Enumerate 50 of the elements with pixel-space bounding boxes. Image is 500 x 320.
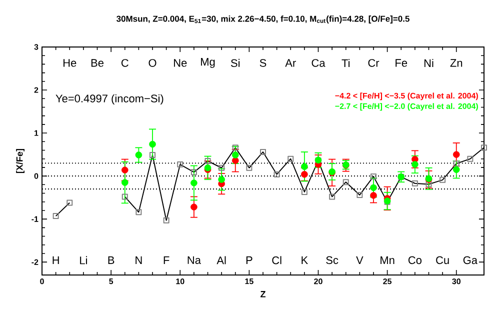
annotation: P bbox=[246, 256, 252, 264]
annotation: Na bbox=[188, 256, 201, 264]
annotation: Sc bbox=[326, 256, 338, 264]
annotation: Be bbox=[91, 59, 104, 67]
y-tick-label: -1 bbox=[32, 216, 38, 222]
annotation: C bbox=[121, 59, 128, 67]
annotation: H bbox=[52, 256, 59, 264]
annotation: Al bbox=[216, 256, 226, 264]
x-tick-label: 5 bbox=[109, 278, 114, 284]
annotation: O bbox=[148, 59, 156, 67]
annotation: V bbox=[356, 256, 364, 264]
x-tick-label: 10 bbox=[176, 278, 184, 284]
annotation: Ti bbox=[342, 58, 350, 67]
x-tick-label: 15 bbox=[245, 278, 254, 284]
x-tick-label: 25 bbox=[383, 278, 392, 284]
annotation: He bbox=[64, 59, 76, 67]
x-axis-title: Z bbox=[260, 291, 266, 298]
annotation: Ye=0.4997 (incom−Si) bbox=[56, 94, 164, 105]
annotation: Ga bbox=[463, 256, 478, 264]
annotation: Mn bbox=[380, 256, 394, 264]
annotation: F bbox=[164, 256, 170, 264]
annotation: Li bbox=[80, 256, 87, 264]
annotation: B bbox=[108, 256, 114, 264]
annotation: Mg bbox=[201, 58, 215, 68]
x-tick-label: 20 bbox=[314, 278, 322, 284]
annotation: Cl bbox=[272, 256, 282, 264]
text: −2.7 < [Fe/H] <−2.0 (Cayrel et al. 2004) bbox=[335, 103, 478, 111]
annotation: Ca bbox=[312, 59, 326, 67]
y-tick-label: 2 bbox=[34, 87, 38, 93]
annotation: Cr bbox=[368, 59, 380, 67]
annotation: Fe bbox=[396, 59, 408, 67]
annotation: S bbox=[260, 59, 266, 67]
y-tick-label: 3 bbox=[34, 44, 38, 50]
annotation: Cu bbox=[436, 256, 449, 264]
y-tick-label: -2 bbox=[32, 259, 38, 265]
y-axis-title: [X/Fe] bbox=[16, 148, 24, 173]
chart-title: 30Msun, Z=0.004, E$_{51}$=30, mix 2.26−4.50, f=0.10, M$_{cut}$(fin)=4.28, [O/Fe]=0.5 bbox=[116, 16, 410, 24]
annotation: Zn bbox=[450, 59, 462, 67]
y-tick-label: 0 bbox=[34, 173, 38, 179]
x-tick-label: 0 bbox=[40, 278, 44, 284]
annotation: Si bbox=[230, 58, 240, 67]
annotation: K bbox=[302, 256, 308, 264]
annotation: N bbox=[136, 256, 142, 264]
annotation: Ne bbox=[174, 59, 187, 67]
y-tick-label: 1 bbox=[34, 130, 38, 136]
x-tick-label: 30 bbox=[452, 278, 460, 284]
annotation: Ar bbox=[285, 59, 296, 67]
annotation: Ni bbox=[424, 58, 434, 67]
text: −4.2 < [Fe/H] <−3.5 (Cayrel et al. 2004) bbox=[335, 92, 478, 100]
annotation: Co bbox=[408, 256, 422, 264]
